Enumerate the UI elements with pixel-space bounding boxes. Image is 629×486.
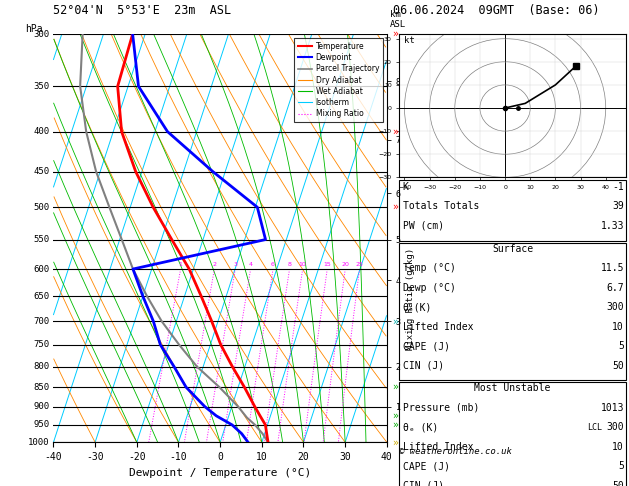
- Text: 300: 300: [33, 30, 50, 38]
- Text: 850: 850: [33, 382, 50, 392]
- Text: 650: 650: [33, 292, 50, 301]
- Text: 1013: 1013: [601, 403, 624, 413]
- Text: 6: 6: [271, 262, 275, 267]
- Text: »: »: [392, 29, 398, 39]
- Text: 700: 700: [33, 317, 50, 326]
- Text: 950: 950: [33, 420, 50, 429]
- Text: Mixing Ratio (g/kg): Mixing Ratio (g/kg): [406, 248, 415, 350]
- Text: Surface: Surface: [492, 244, 533, 254]
- Text: 8: 8: [287, 262, 291, 267]
- Text: 750: 750: [33, 340, 50, 349]
- Text: Dewp (°C): Dewp (°C): [403, 283, 455, 293]
- Text: CIN (J): CIN (J): [403, 481, 443, 486]
- Text: hPa: hPa: [25, 24, 43, 34]
- Text: 06.06.2024  09GMT  (Base: 06): 06.06.2024 09GMT (Base: 06): [393, 4, 599, 17]
- Text: 400: 400: [33, 127, 50, 136]
- Text: 1000: 1000: [28, 438, 50, 447]
- Text: K: K: [403, 182, 408, 192]
- Text: »: »: [392, 382, 398, 392]
- Text: 5: 5: [618, 341, 624, 351]
- Text: 300: 300: [606, 302, 624, 312]
- Text: »: »: [392, 437, 398, 447]
- Text: 550: 550: [33, 235, 50, 244]
- Text: © weatheronline.co.uk: © weatheronline.co.uk: [399, 447, 512, 456]
- Text: 20: 20: [342, 262, 349, 267]
- Text: 350: 350: [33, 82, 50, 91]
- Text: 10: 10: [612, 322, 624, 332]
- Text: Lifted Index: Lifted Index: [403, 442, 473, 452]
- Text: 6.7: 6.7: [606, 283, 624, 293]
- Text: 300: 300: [606, 422, 624, 433]
- Text: CIN (J): CIN (J): [403, 361, 443, 371]
- X-axis label: Dewpoint / Temperature (°C): Dewpoint / Temperature (°C): [129, 468, 311, 478]
- Text: 1: 1: [179, 262, 182, 267]
- Text: CAPE (J): CAPE (J): [403, 461, 450, 471]
- Text: 900: 900: [33, 402, 50, 411]
- Text: 10: 10: [299, 262, 306, 267]
- Text: LCL: LCL: [587, 423, 602, 432]
- Text: 800: 800: [33, 362, 50, 371]
- Text: θₑ (K): θₑ (K): [403, 422, 438, 433]
- Text: »: »: [392, 126, 398, 137]
- Text: 50: 50: [612, 361, 624, 371]
- Text: Totals Totals: Totals Totals: [403, 201, 479, 211]
- Text: -1: -1: [612, 182, 624, 192]
- Text: 1.33: 1.33: [601, 221, 624, 231]
- Text: 3: 3: [233, 262, 237, 267]
- Text: 10: 10: [612, 442, 624, 452]
- Legend: Temperature, Dewpoint, Parcel Trajectory, Dry Adiabat, Wet Adiabat, Isotherm, Mi: Temperature, Dewpoint, Parcel Trajectory…: [294, 38, 383, 122]
- Text: 15: 15: [323, 262, 331, 267]
- Text: Pressure (mb): Pressure (mb): [403, 403, 479, 413]
- Text: 450: 450: [33, 167, 50, 176]
- Text: 39: 39: [612, 201, 624, 211]
- Text: »: »: [392, 411, 398, 421]
- Text: Most Unstable: Most Unstable: [474, 383, 551, 394]
- Text: 500: 500: [33, 203, 50, 212]
- Text: CAPE (J): CAPE (J): [403, 341, 450, 351]
- Text: »: »: [392, 202, 398, 212]
- Text: 25: 25: [355, 262, 364, 267]
- Text: »: »: [392, 316, 398, 326]
- Text: 50: 50: [612, 481, 624, 486]
- Text: 2: 2: [213, 262, 216, 267]
- Text: θₑ(K): θₑ(K): [403, 302, 432, 312]
- Text: 52°04'N  5°53'E  23m  ASL: 52°04'N 5°53'E 23m ASL: [53, 4, 231, 17]
- Text: Temp (°C): Temp (°C): [403, 263, 455, 274]
- Text: 4: 4: [248, 262, 253, 267]
- Text: »: »: [392, 420, 398, 430]
- Text: 5: 5: [618, 461, 624, 471]
- Text: Lifted Index: Lifted Index: [403, 322, 473, 332]
- Text: PW (cm): PW (cm): [403, 221, 443, 231]
- Text: 600: 600: [33, 264, 50, 274]
- Text: 11.5: 11.5: [601, 263, 624, 274]
- Text: km
ASL: km ASL: [390, 10, 406, 29]
- Text: kt: kt: [404, 36, 415, 45]
